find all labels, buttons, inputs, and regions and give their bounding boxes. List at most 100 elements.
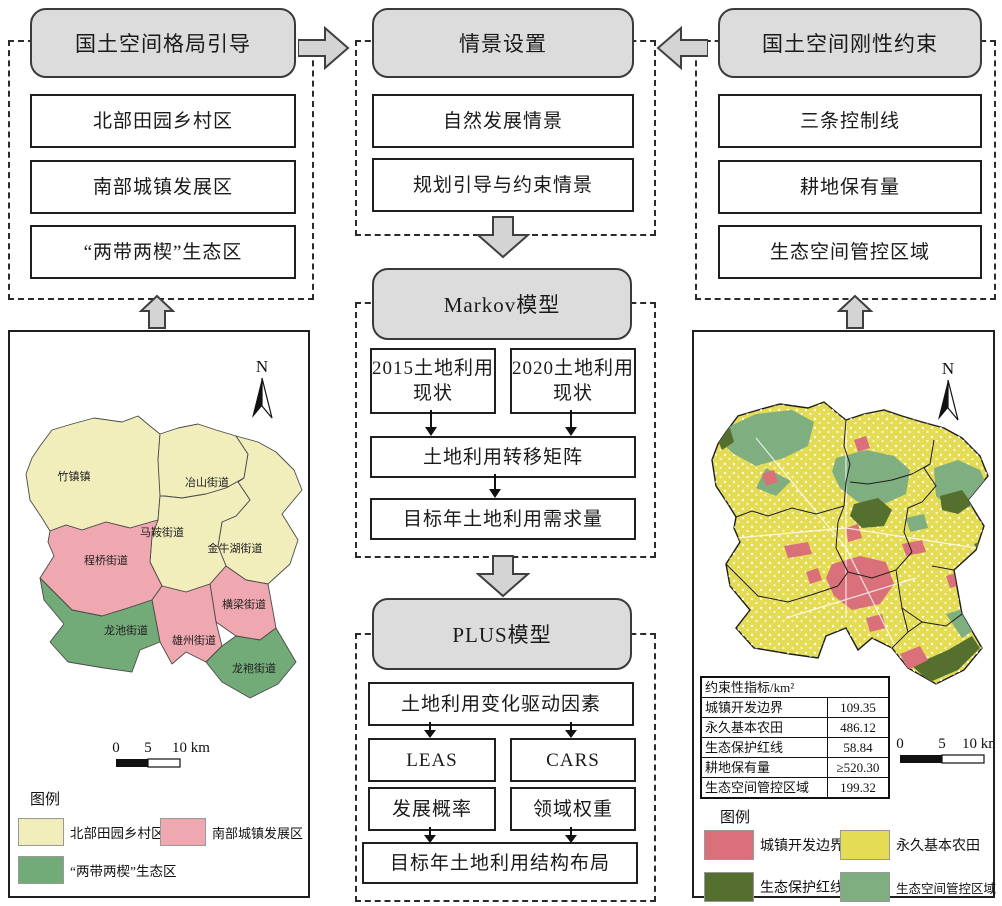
region-label: 竹镇镇 [58,469,91,483]
zoning-map-svg: N 竹镇镇 冶山街道 马鞍街道 金牛湖街道 [25,357,303,768]
flow-arrow-icon [565,827,577,843]
demand-box: 目标年土地利用需求量 [370,498,636,540]
row-name: 生态空间管控区域 [702,778,828,797]
pattern-guide-header: 国土空间格局引导 [30,8,296,78]
row-value: 199.32 [840,780,876,795]
svg-text:5: 5 [144,740,152,756]
legend-item: 北部田园乡村区 [18,818,165,846]
north-arrow-icon: N [252,357,273,419]
planning-scenario-box: 规划引导与约束情景 [372,158,634,212]
region-label: 雄州街道 [172,633,216,647]
row-value: ≥520.30 [836,760,880,775]
scenario-title: 情景设置 [459,32,547,56]
south-urban-zone-label: 南部城镇发展区 [92,176,233,198]
row-value: 58.84 [843,740,873,755]
table-row: 生态空间管控区域 199.32 [702,777,888,797]
scenario-header: 情景设置 [372,8,634,78]
north-rural-zone-box: 北部田园乡村区 [30,94,296,148]
eco-zone-box: “两带两楔”生态区 [30,225,296,279]
landuse-map [711,401,989,685]
legend-item: 生态保护红线 [704,872,844,902]
farmland-retention-box: 耕地保有量 [718,160,982,214]
legend-swatch [18,856,64,884]
row-value: 486.12 [840,720,876,735]
flow-arrow-icon [489,474,501,498]
eco-control-area-box: 生态空间管控区域 [718,225,982,279]
landuse-2015-label: 2015土地利用现状 [372,358,495,404]
landuse-2020-label: 2020土地利用现状 [512,358,635,404]
legend-swatch [18,818,64,846]
region-label: 程桥街道 [84,553,128,567]
flow-arrow-icon [424,827,436,843]
farmland-retention-label: 耕地保有量 [799,176,900,198]
result-box: 目标年土地利用结构布局 [362,842,638,884]
road-lines [735,418,977,649]
block-arrow-up-icon [837,294,873,329]
legend-item: “两带两楔”生态区 [18,856,176,884]
demand-label: 目标年土地利用需求量 [402,508,603,530]
block-arrow-right-icon [298,26,350,70]
scale-bar: 0 5 10 km [112,740,210,768]
svg-text:10 km: 10 km [962,736,993,752]
row-name: 耕地保有量 [702,758,828,777]
row-value: 109.35 [840,700,876,715]
rigid-constraint-title: 国土空间刚性约束 [762,32,938,56]
region-label: 马鞍街道 [140,525,184,539]
natural-scenario-box: 自然发展情景 [372,94,634,148]
result-label: 目标年土地利用结构布局 [389,852,610,874]
region-label: 横梁街道 [222,597,266,611]
legend-item: 南部城镇发展区 [160,818,303,846]
svg-text:10 km: 10 km [172,740,210,756]
table-header: 约束性指标/km² [705,680,795,695]
table-header-row: 约束性指标/km² [702,678,888,697]
landuse-2020-box: 2020土地利用现状 [510,348,636,414]
legend-item: 生态空间管控区域 [840,872,996,902]
legend-swatch [704,830,754,860]
plus-title: PLUS模型 [452,623,552,647]
probability-box: 发展概率 [368,787,496,831]
region-longpao [205,627,297,699]
right-map-legend-title: 图例 [720,810,751,826]
row-name: 永久基本农田 [702,718,828,737]
region-label: 龙袍街道 [232,661,276,675]
flow-arrow-icon [424,722,436,738]
left-map-legend-title: 图例 [30,792,61,808]
constraint-map: N [692,330,996,902]
block-arrow-down-icon [476,555,530,598]
eco-zone-label: “两带两楔”生态区 [83,241,243,263]
cars-box: CARS [510,738,636,782]
block-arrow-up-icon [139,294,175,329]
transfer-matrix-box: 土地利用转移矩阵 [370,436,636,478]
flow-arrow-icon [565,722,577,738]
svg-text:5: 5 [938,736,946,752]
zoning-map: N 竹镇镇 冶山街道 马鞍街道 金牛湖街道 [8,330,310,898]
constraint-map-svg: N [711,359,993,764]
svg-text:0: 0 [112,740,120,756]
township-boundaries [725,419,963,649]
table-row: 永久基本农田 486.12 [702,717,888,737]
scale-bar: 0 5 10 km [896,736,993,764]
control-lines-box: 三条控制线 [718,94,982,148]
constraint-table: 约束性指标/km² 城镇开发边界 109.35 永久基本农田 486.12 生态… [700,676,890,799]
planning-scenario-label: 规划引导与约束情景 [412,174,593,196]
control-lines-label: 三条控制线 [799,110,900,132]
landuse-2015-box: 2015土地利用现状 [370,348,496,414]
markov-header: Markov模型 [372,268,632,340]
svg-text:N: N [256,357,268,376]
south-urban-zone-box: 南部城镇发展区 [30,160,296,214]
plus-header: PLUS模型 [372,598,632,670]
legend-swatch [840,872,890,902]
region-longchi [39,577,161,673]
legend-label: 生态空间管控区域 [896,881,997,896]
legend-swatch [704,872,754,902]
table-row: 城镇开发边界 109.35 [702,697,888,717]
legend-item: 永久基本农田 [840,830,980,860]
weight-label: 领域权重 [532,798,613,820]
row-name: 生态保护红线 [702,738,828,757]
cars-label: CARS [546,749,600,771]
north-arrow-icon: N [938,359,959,421]
block-arrow-left-icon [656,26,708,70]
legend-label: 城镇开发边界 [760,839,844,854]
svg-text:0: 0 [896,736,904,752]
